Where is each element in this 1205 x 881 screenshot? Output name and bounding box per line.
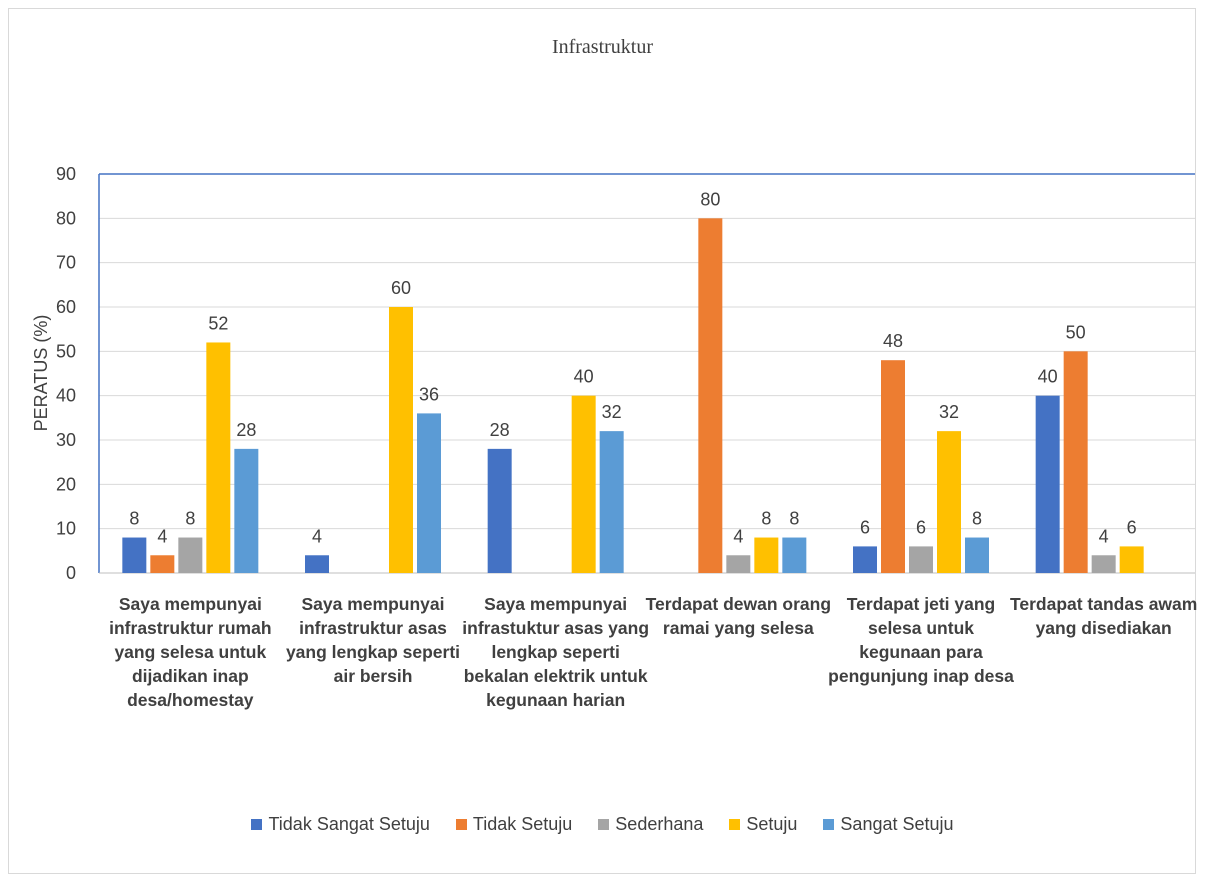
bar [782,537,807,573]
legend-label: Sangat Setuju [840,814,954,834]
bar [150,555,175,573]
legend-label: Setuju [746,814,798,834]
y-tick-label: 60 [56,297,76,317]
data-label: 4 [157,526,167,546]
y-tick-label: 10 [56,519,76,539]
x-category-label: Terdapat tandas awam yang disediakan [1009,594,1198,638]
bar [965,537,989,573]
y-tick-label: 40 [56,386,76,406]
gridlines [99,173,1195,530]
bar [305,555,329,573]
y-tick-label: 30 [56,430,76,450]
bar [1091,555,1116,573]
bar [853,546,877,573]
legend-swatch [455,819,467,830]
legend: Tidak Sangat Setuju Tidak Setuju Sederhana… [0,814,1205,835]
data-label: 8 [761,509,771,529]
data-label: 50 [1066,322,1086,342]
bar [1035,395,1060,573]
data-label: 32 [602,402,622,422]
legend-item: Sederhana [598,814,703,835]
data-label: 4 [733,526,743,546]
y-tick-label: 90 [56,164,76,184]
axes: 0 10 20 30 40 50 60 70 80 90 [56,164,1195,583]
data-label: 6 [1127,517,1137,537]
data-label: 4 [1099,526,1109,546]
bar [909,546,933,573]
bar [726,555,751,573]
legend-item: Tidak Sangat Setuju [251,814,430,835]
legend-item: Sangat Setuju [823,814,954,835]
bar [754,537,779,573]
bar [1119,546,1144,573]
data-label: 36 [419,384,439,404]
bar [571,395,596,573]
legend-swatch [251,819,263,830]
data-label: 80 [700,189,720,209]
x-category-label: Saya mempunyai infrastuktur asas yang le… [462,594,650,710]
bar [417,413,441,573]
legend-item: Tidak Setuju [455,814,573,835]
legend-swatch [598,819,610,830]
x-category-label: Terdapat jeti yang selesa untuk kegunaan… [828,594,1014,686]
data-label: 52 [208,313,228,333]
data-label: 8 [789,509,799,529]
data-label: 8 [185,509,195,529]
y-tick-label: 50 [56,341,76,361]
bar [1063,351,1088,573]
y-tick-label: 20 [56,474,76,494]
bars [122,218,1144,574]
data-label: 28 [490,420,510,440]
data-label: 60 [391,278,411,298]
data-label: 8 [129,509,139,529]
x-category-label: Terdapat dewan orang ramai yang selesa [645,594,832,638]
legend-swatch [729,819,741,830]
legend-item: Setuju [729,814,797,835]
bar [122,537,147,573]
bar [389,307,413,573]
data-label: 4 [312,526,322,546]
data-label: 8 [972,509,982,529]
legend-label: Sederhana [615,814,704,834]
y-tick-label: 70 [56,253,76,273]
data-label: 32 [939,402,959,422]
data-label: 40 [574,367,594,387]
x-category-label: Saya mempunyai infrastruktur rumah yang … [109,594,272,710]
bar [206,342,231,573]
bar [487,448,512,573]
bar [937,431,961,573]
data-label: 6 [860,517,870,537]
bar [234,448,259,573]
data-label: 28 [236,420,256,440]
y-axis-label: PERATUS (%) [31,315,51,432]
data-label: 40 [1038,367,1058,387]
bar [599,431,624,573]
data-label: 6 [916,517,926,537]
y-tick-label: 80 [56,208,76,228]
legend-swatch [823,819,835,830]
bar [698,218,723,574]
legend-label: Tidak Setuju [472,814,573,834]
bar [178,537,203,573]
x-category-label: Saya mempunyai infrastruktur asas yang l… [285,594,461,686]
legend-label: Tidak Sangat Setuju [268,814,430,834]
y-tick-label: 0 [66,563,76,583]
data-label: 48 [883,331,903,351]
bar [881,360,905,573]
chart-title: Infrastruktur [551,36,654,58]
